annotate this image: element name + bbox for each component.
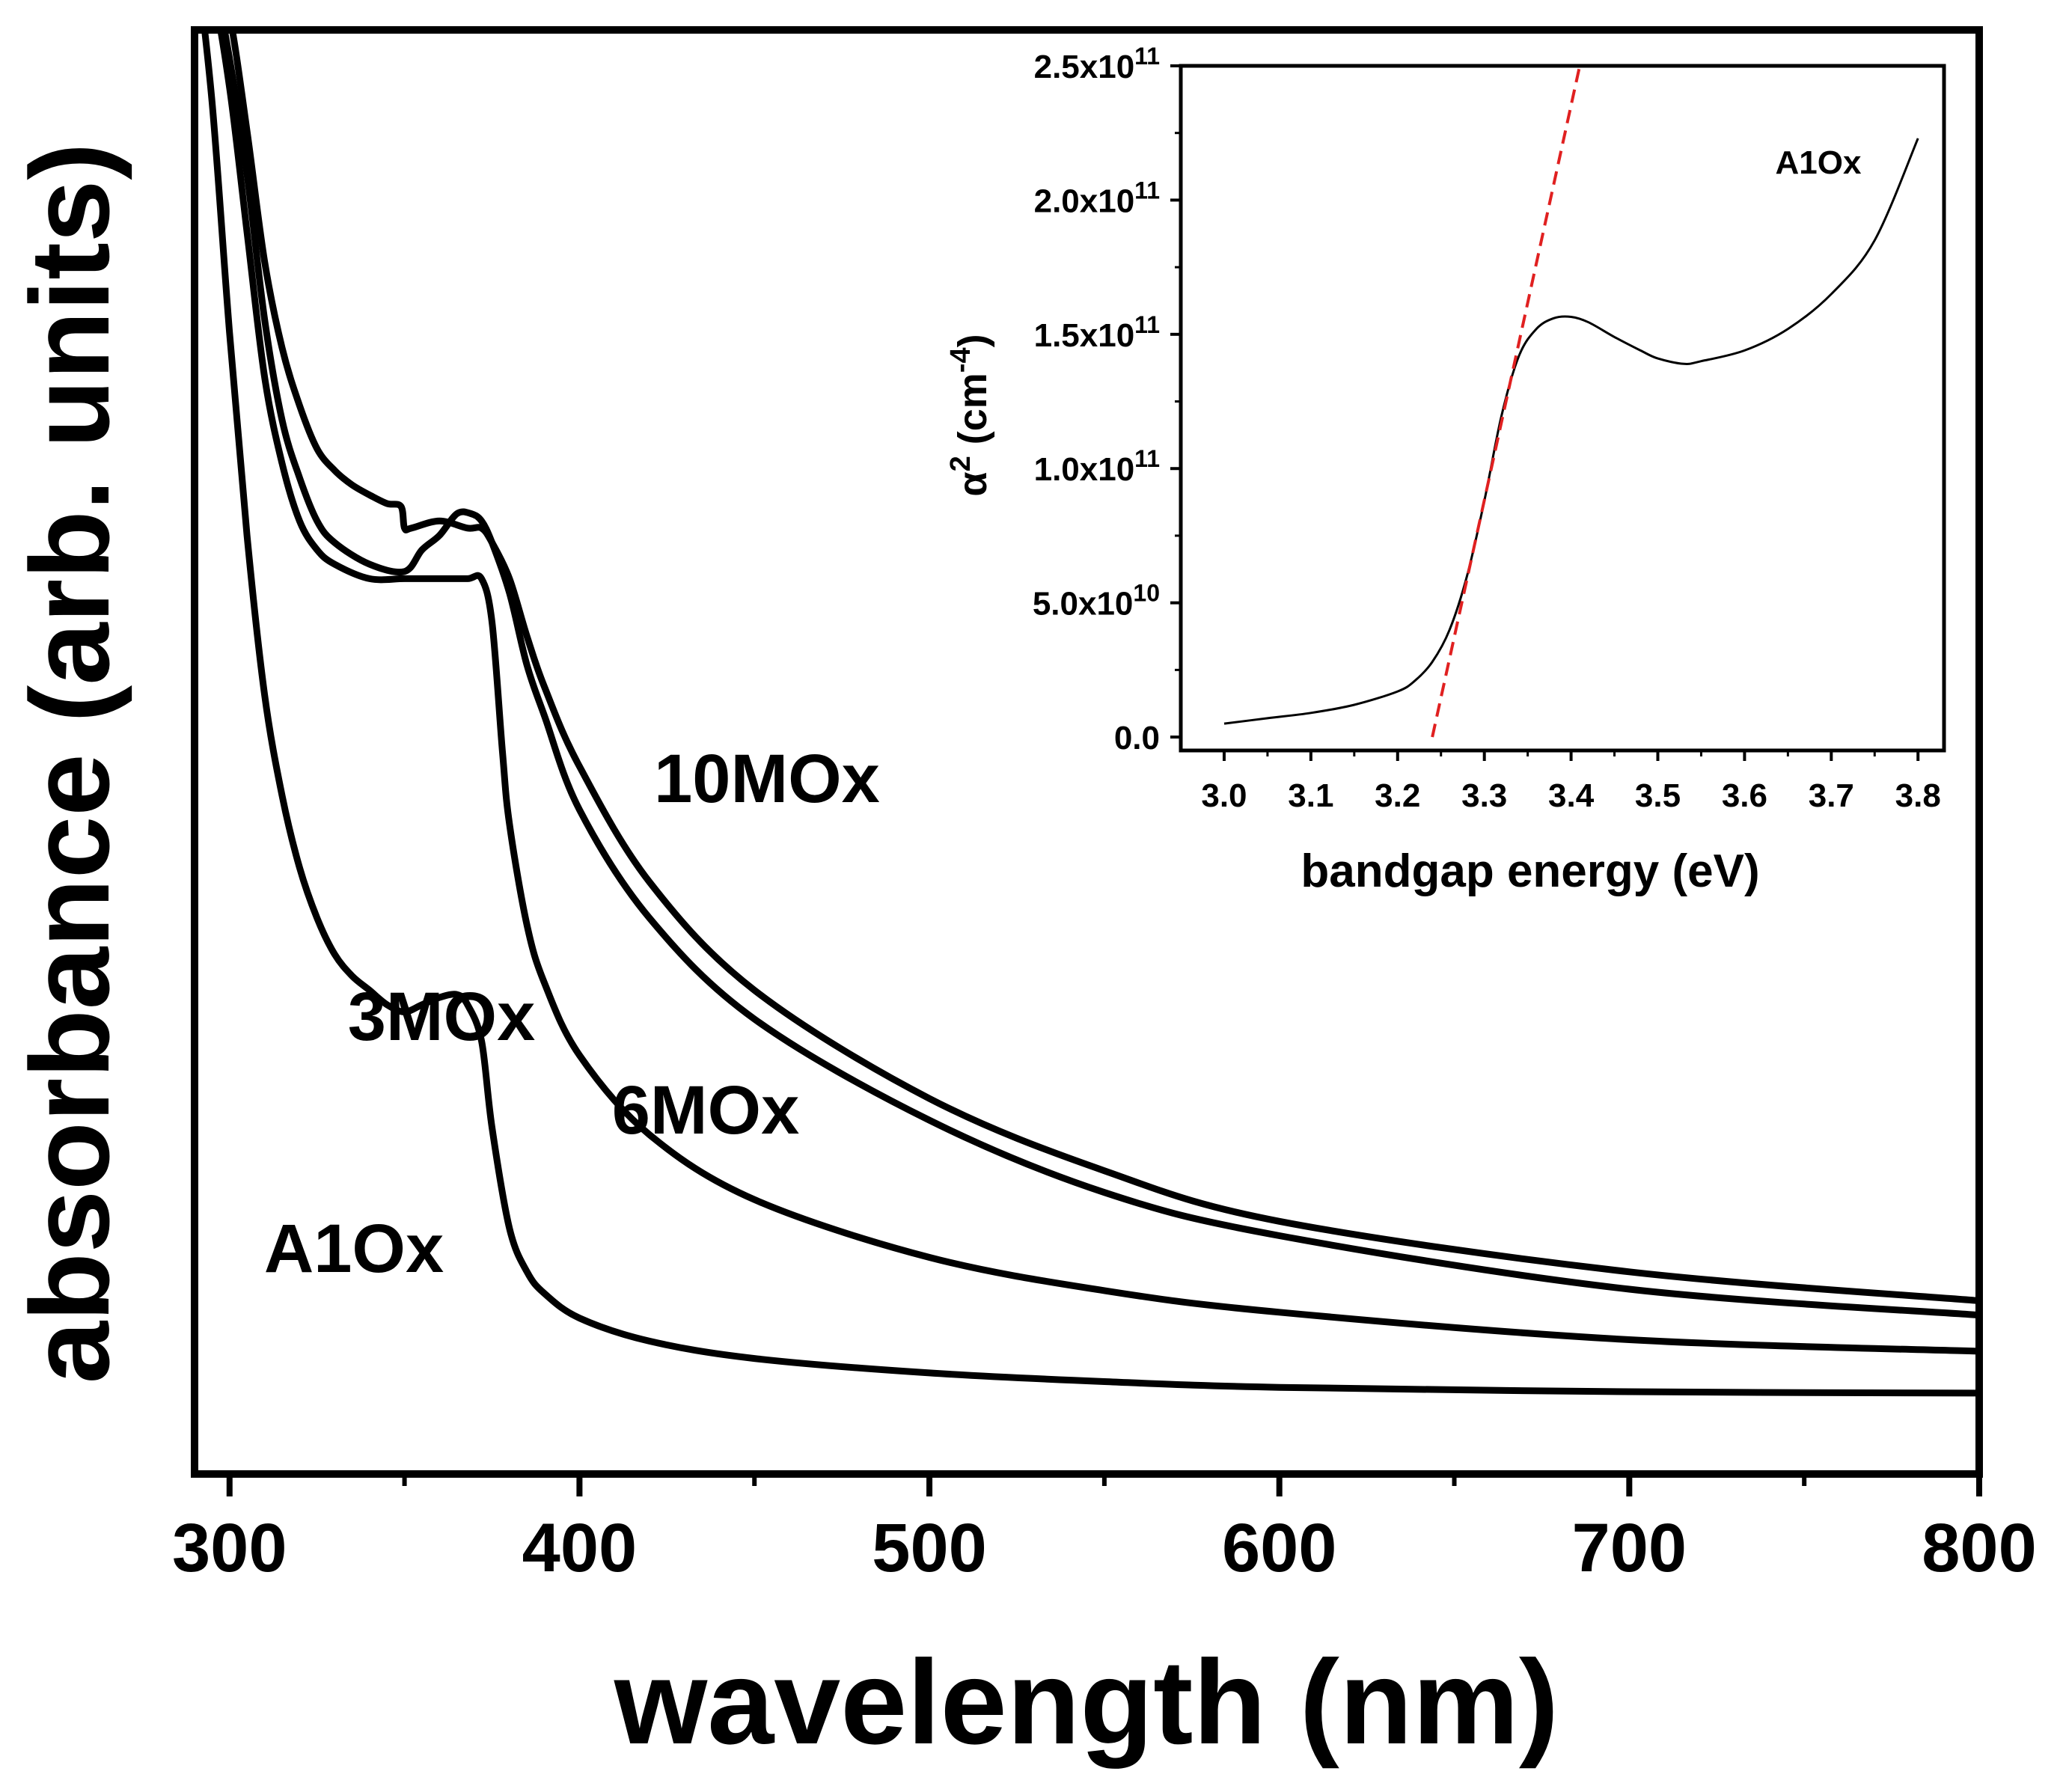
inset-x-tick-label: 3.7	[1809, 777, 1854, 814]
main-plot: 300 400 500 600 700 800 wavelength (nm) absor…	[7, 26, 2037, 1769]
inset-y-tick-label: 5.0x1010	[1033, 580, 1160, 623]
inset-x-tick-label: 3.6	[1722, 777, 1767, 814]
inset-x-axis-label: bandgap energy (eV)	[1301, 845, 1759, 897]
inset-y-tick-label: 1.0x1011	[1034, 445, 1160, 488]
series-line-A1Ox	[201, 30, 1979, 1397]
main-x-tick-label: 400	[522, 1510, 638, 1586]
inset-x-tick-label: 3.1	[1288, 777, 1333, 814]
inset-y-label-unit-close: )	[950, 334, 995, 347]
inset-y-tick-labels: 0.0 5.0x1010 1.0x1011 1.5x1011 2.0x1011 2.5x1…	[1033, 43, 1160, 756]
inset-y-tick-label: 2.5x1011	[1034, 43, 1160, 85]
inset-y-tick-label: 1.5x1011	[1034, 311, 1160, 354]
inset-x-tick-label: 3.8	[1895, 777, 1941, 814]
label-3MOx: 3MOx	[348, 979, 536, 1055]
series-line-3MOx	[217, 30, 1979, 1355]
inset-y-label-unit-exp: -4	[945, 347, 977, 373]
label-10MOx: 10MOx	[654, 741, 880, 817]
inset-series-tangent	[1431, 66, 1582, 738]
inset-x-tick-label: 3.0	[1201, 777, 1247, 814]
inset-label-A1Ox: A1Ox	[1776, 144, 1862, 181]
inset-x-tick-label: 3.3	[1461, 777, 1507, 814]
inset-x-tick-label: 3.2	[1375, 777, 1420, 814]
main-x-tick-labels: 300 400 500 600 700 800	[172, 1510, 2037, 1586]
inset-x-tick-labels: 3.0 3.1 3.2 3.3 3.4 3.5 3.6 3.7 3.8	[1201, 777, 1940, 814]
inset-plot: 3.0 3.1 3.2 3.3 3.4 3.5 3.6 3.7 3.8 0.0 5.0x1010 1…	[945, 43, 1946, 897]
main-y-axis-label: absorbance (arb. units)	[7, 143, 132, 1384]
inset-y-label-exp: 2	[945, 456, 977, 471]
inset-x-tick-label: 3.4	[1548, 777, 1595, 814]
main-series-group	[201, 30, 1979, 1397]
inset-x-tick-label: 3.5	[1635, 777, 1681, 814]
inset-y-label-symbol: α	[950, 471, 995, 496]
main-plot-frame	[191, 26, 1983, 1478]
main-x-tick-label: 500	[872, 1510, 987, 1586]
inset-y-tick-label: 0.0	[1114, 720, 1160, 756]
inset-series-group	[1223, 66, 1919, 738]
inset-y-axis-label: α2 (cm-4)	[945, 334, 995, 496]
inset-plot-frame	[1179, 64, 1946, 753]
main-x-tick-label: 800	[1922, 1510, 2037, 1586]
label-6MOx: 6MOx	[612, 1072, 800, 1149]
inset-series-A1Ox	[1223, 138, 1919, 725]
main-x-tick-label: 600	[1222, 1510, 1337, 1586]
main-x-axis-label: wavelength (nm)	[614, 1635, 1559, 1769]
series-line-10MOx	[228, 30, 1979, 1304]
label-A1Ox: A1Ox	[264, 1211, 444, 1287]
inset-y-tick-label: 2.0x1011	[1034, 177, 1160, 219]
inset-y-label-unit: (cm	[950, 373, 995, 456]
main-x-tick-label: 300	[172, 1510, 287, 1586]
main-x-tick-label: 700	[1572, 1510, 1687, 1586]
